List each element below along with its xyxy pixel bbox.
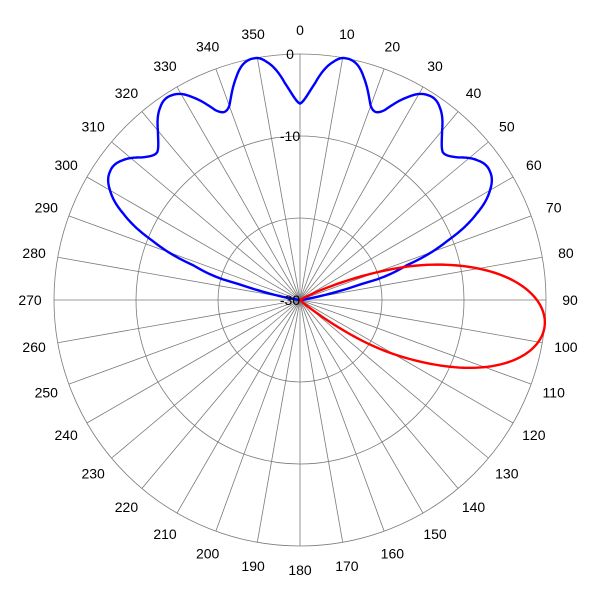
pattern-series-2 bbox=[298, 263, 547, 370]
radial-tick-labels: 0 -10 -30 bbox=[280, 46, 300, 308]
angle-tick-label: 100 bbox=[554, 339, 578, 355]
angle-tick-label: 120 bbox=[522, 427, 546, 443]
angle-tick-label: 220 bbox=[115, 499, 139, 515]
grid-spoke-220 bbox=[141, 299, 301, 489]
grid-spoke-80 bbox=[299, 256, 543, 301]
angle-tick-label: 290 bbox=[35, 200, 59, 216]
grid-spoke-250 bbox=[68, 299, 301, 385]
pattern-series-1 bbox=[106, 56, 494, 302]
grid-spoke-330 bbox=[176, 86, 301, 301]
angle-tick-label: 350 bbox=[241, 26, 265, 42]
radial-tick-label: -10 bbox=[280, 128, 300, 144]
angle-tick-label: 330 bbox=[153, 58, 177, 74]
grid-spoke-30 bbox=[299, 86, 424, 301]
angle-tick-label: 240 bbox=[54, 427, 78, 443]
series-layer bbox=[106, 56, 547, 370]
grid-spoke-290 bbox=[68, 215, 301, 301]
angle-tick-label: 300 bbox=[54, 157, 78, 173]
angle-tick-label: 230 bbox=[81, 466, 105, 482]
grid-spoke-150 bbox=[299, 299, 424, 514]
grid-spoke-140 bbox=[299, 299, 459, 489]
grid-spoke-260 bbox=[57, 299, 301, 344]
grid-spoke-20 bbox=[299, 68, 385, 301]
angle-tick-label: 150 bbox=[423, 526, 447, 542]
angle-tick-label: 200 bbox=[196, 546, 220, 562]
grid-spoke-120 bbox=[299, 299, 514, 424]
angle-tick-label: 180 bbox=[288, 562, 312, 578]
grid-spoke-10 bbox=[299, 57, 344, 301]
angle-tick-label: 320 bbox=[115, 85, 139, 101]
angle-tick-label: 210 bbox=[153, 526, 177, 542]
grid-spoke-310 bbox=[111, 141, 301, 301]
angle-tick-label: 20 bbox=[385, 38, 401, 54]
angle-tick-label: 60 bbox=[526, 157, 542, 173]
angle-tick-label: 280 bbox=[22, 245, 46, 261]
grid-spoke-130 bbox=[299, 299, 489, 459]
grid-spoke-160 bbox=[299, 299, 385, 532]
angle-tick-label: 270 bbox=[18, 292, 42, 308]
angle-tick-label: 40 bbox=[466, 85, 482, 101]
grid-spoke-40 bbox=[299, 111, 459, 301]
angle-tick-label: 340 bbox=[196, 38, 220, 54]
angle-tick-label: 160 bbox=[381, 546, 405, 562]
angle-tick-label: 110 bbox=[543, 384, 566, 400]
radial-tick-label: -30 bbox=[280, 292, 300, 308]
grid-spoke-280 bbox=[57, 256, 301, 301]
grid-spoke-320 bbox=[141, 111, 301, 301]
grid-spoke-240 bbox=[86, 299, 301, 424]
grid-spoke-100 bbox=[299, 299, 543, 344]
angle-tick-label: 170 bbox=[335, 558, 359, 574]
angle-tick-label: 250 bbox=[35, 384, 59, 400]
angle-tick-label: 140 bbox=[462, 499, 486, 515]
angle-tick-label: 30 bbox=[427, 58, 443, 74]
grid-spoke-70 bbox=[299, 215, 532, 301]
grid-spoke-350 bbox=[256, 57, 301, 301]
grid-spoke-300 bbox=[86, 176, 301, 301]
angle-tick-label: 0 bbox=[296, 22, 304, 38]
angle-tick-label: 80 bbox=[558, 245, 574, 261]
angle-tick-label: 90 bbox=[562, 292, 578, 308]
grid-spoke-110 bbox=[299, 299, 532, 385]
angle-tick-label: 50 bbox=[499, 118, 515, 134]
grid-spoke-170 bbox=[299, 299, 344, 543]
grid-spoke-50 bbox=[299, 141, 489, 301]
grid-spoke-60 bbox=[299, 176, 514, 301]
grid-spoke-200 bbox=[215, 299, 301, 532]
grid-spoke-210 bbox=[176, 299, 301, 514]
angle-tick-label: 130 bbox=[495, 466, 519, 482]
angle-tick-label: 10 bbox=[339, 26, 355, 42]
radial-tick-label: 0 bbox=[286, 46, 294, 62]
angle-tick-label: 260 bbox=[22, 339, 46, 355]
angle-tick-label: 190 bbox=[241, 558, 265, 574]
grid-spoke-340 bbox=[215, 68, 301, 301]
angle-tick-label: 70 bbox=[546, 200, 562, 216]
angle-tick-labels: 0 10 20 30 40 50 60 70 80 90 100 110 120 130 140 150 160… bbox=[18, 22, 578, 578]
grid-spoke-190 bbox=[256, 299, 301, 543]
grid-spoke-230 bbox=[111, 299, 301, 459]
angle-tick-label: 310 bbox=[81, 118, 105, 134]
